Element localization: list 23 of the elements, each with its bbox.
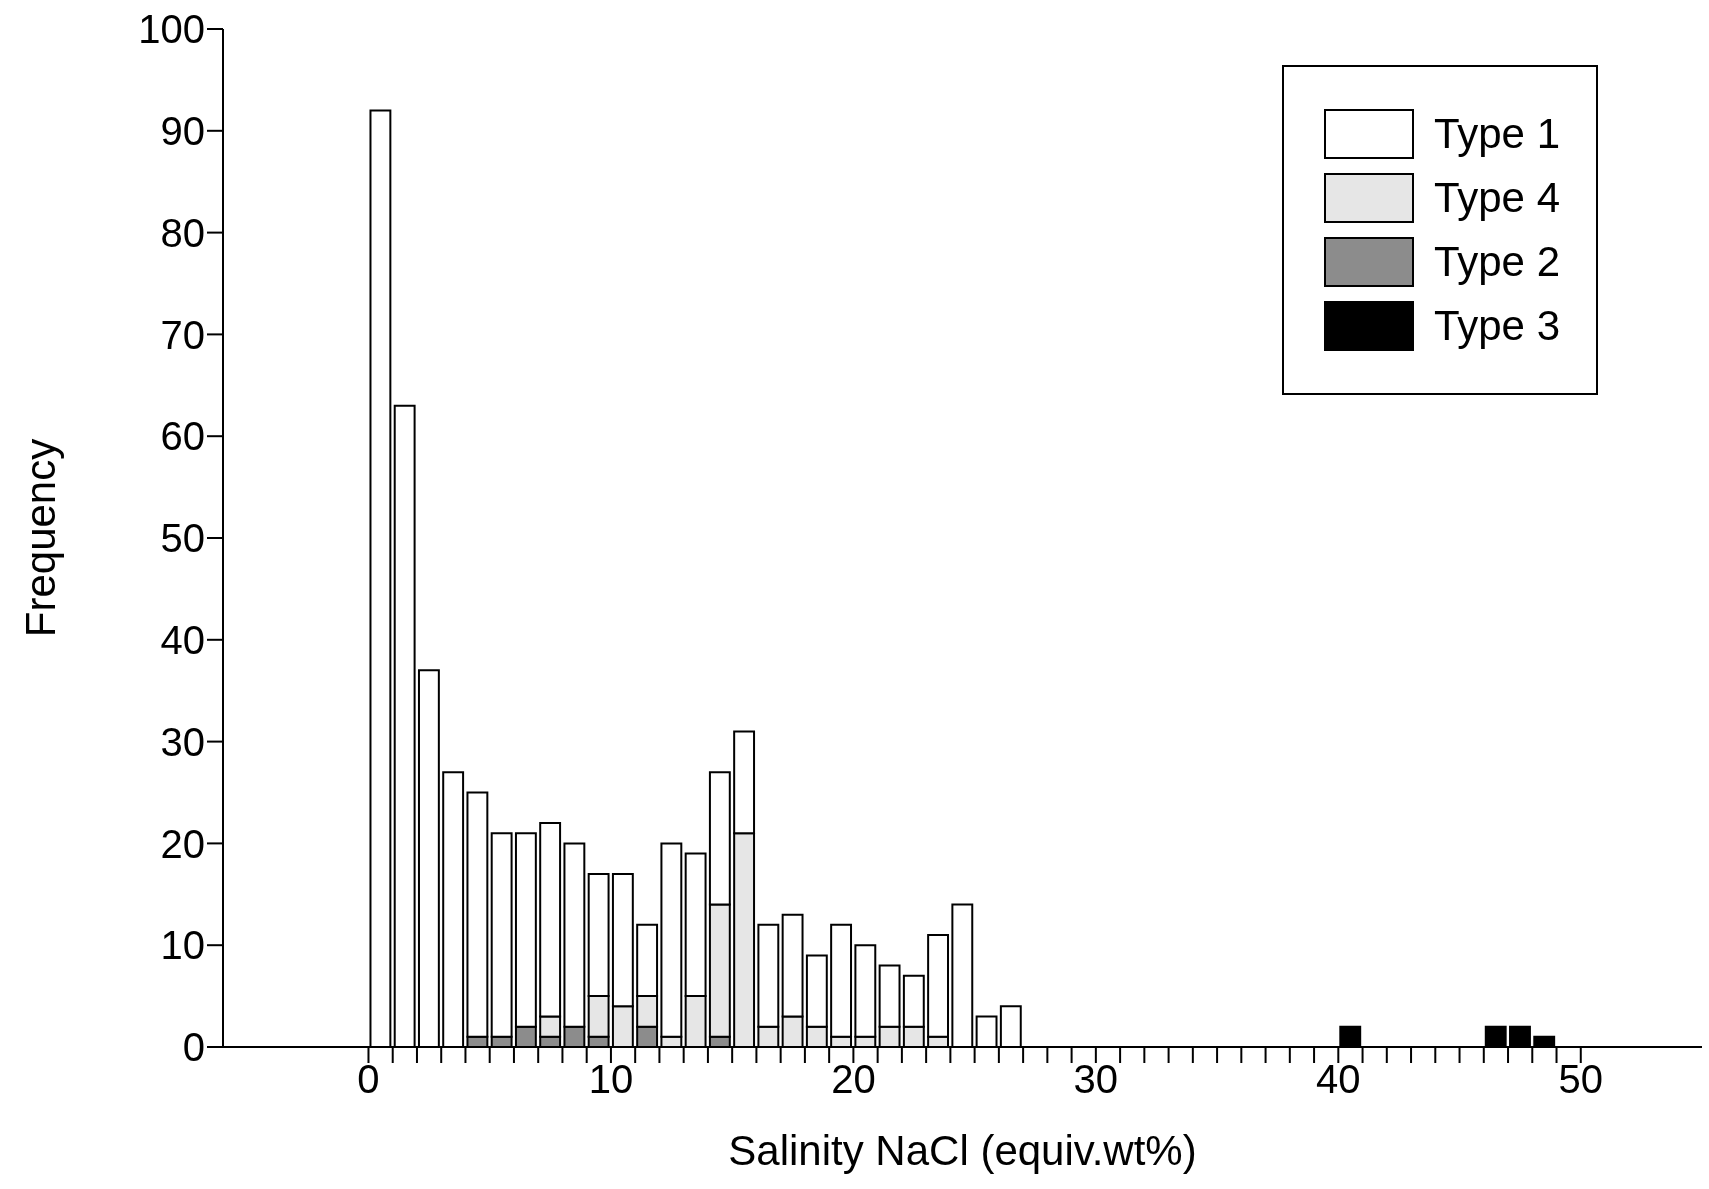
y-tick-label: 100 bbox=[138, 7, 205, 52]
x-tick-label: 50 bbox=[1558, 1057, 1604, 1102]
legend-label: Type 4 bbox=[1433, 174, 1560, 222]
y-tick-label: 60 bbox=[160, 414, 205, 459]
legend-label: Type 1 bbox=[1433, 110, 1560, 158]
y-tick-label: 70 bbox=[160, 312, 205, 357]
x-tick-label: 40 bbox=[1316, 1057, 1361, 1102]
x-tick-label: 20 bbox=[831, 1057, 876, 1102]
y-tick-label: 30 bbox=[160, 719, 205, 764]
x-tick-label: 0 bbox=[357, 1057, 380, 1102]
y-tick-label: 50 bbox=[160, 516, 205, 561]
x-axis-title: Salinity NaCl (equiv.wt%) bbox=[728, 1127, 1197, 1174]
y-tick-label: 10 bbox=[160, 923, 205, 968]
legend-label: Type 3 bbox=[1433, 302, 1560, 350]
y-axis-title: Frequency bbox=[16, 438, 64, 638]
legend-label: Type 2 bbox=[1433, 238, 1560, 286]
y-tick-label: 20 bbox=[160, 821, 205, 866]
y-tick-label: 40 bbox=[160, 618, 205, 662]
y-tick-label: 80 bbox=[160, 210, 205, 255]
x-tick-label: 30 bbox=[1073, 1057, 1119, 1102]
x-tick-label: 10 bbox=[588, 1057, 634, 1102]
y-tick-label: 0 bbox=[182, 1025, 205, 1070]
y-tick-label: 90 bbox=[160, 109, 205, 153]
